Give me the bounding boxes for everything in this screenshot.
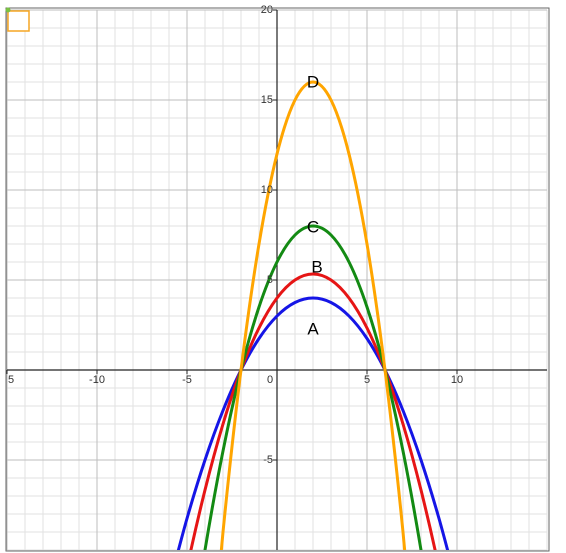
curve-label: A (307, 319, 319, 338)
curves (176, 80, 450, 550)
x-tick-label: 0 (267, 374, 273, 386)
x-tick-label: -10 (89, 374, 105, 386)
y-tick-label: 20 (261, 4, 273, 16)
curve-label: B (311, 257, 322, 276)
y-tick-label: 15 (261, 94, 273, 106)
curve (176, 296, 450, 550)
curve (189, 272, 437, 550)
corner-dot (5, 7, 11, 13)
curve (219, 80, 407, 550)
curve-label: D (307, 72, 319, 91)
plot-frame (5, 7, 550, 552)
curve-label: C (307, 217, 319, 236)
x-tick-label: 5 (8, 374, 14, 386)
grid (6, 9, 548, 551)
x-tick-label: -5 (182, 374, 192, 386)
y-tick-label: -5 (263, 454, 273, 466)
style-bar-toggle[interactable] (7, 10, 30, 32)
x-tick-label: 10 (451, 374, 463, 386)
x-tick-label: 5 (364, 374, 370, 386)
y-tick-label: 10 (261, 184, 273, 196)
labels: 5 -10 -5 0 5 10 -5 5 10 15 20 A B C D (8, 4, 463, 466)
axes (6, 9, 547, 550)
curve (203, 224, 423, 550)
y-tick-label: 5 (267, 274, 273, 286)
